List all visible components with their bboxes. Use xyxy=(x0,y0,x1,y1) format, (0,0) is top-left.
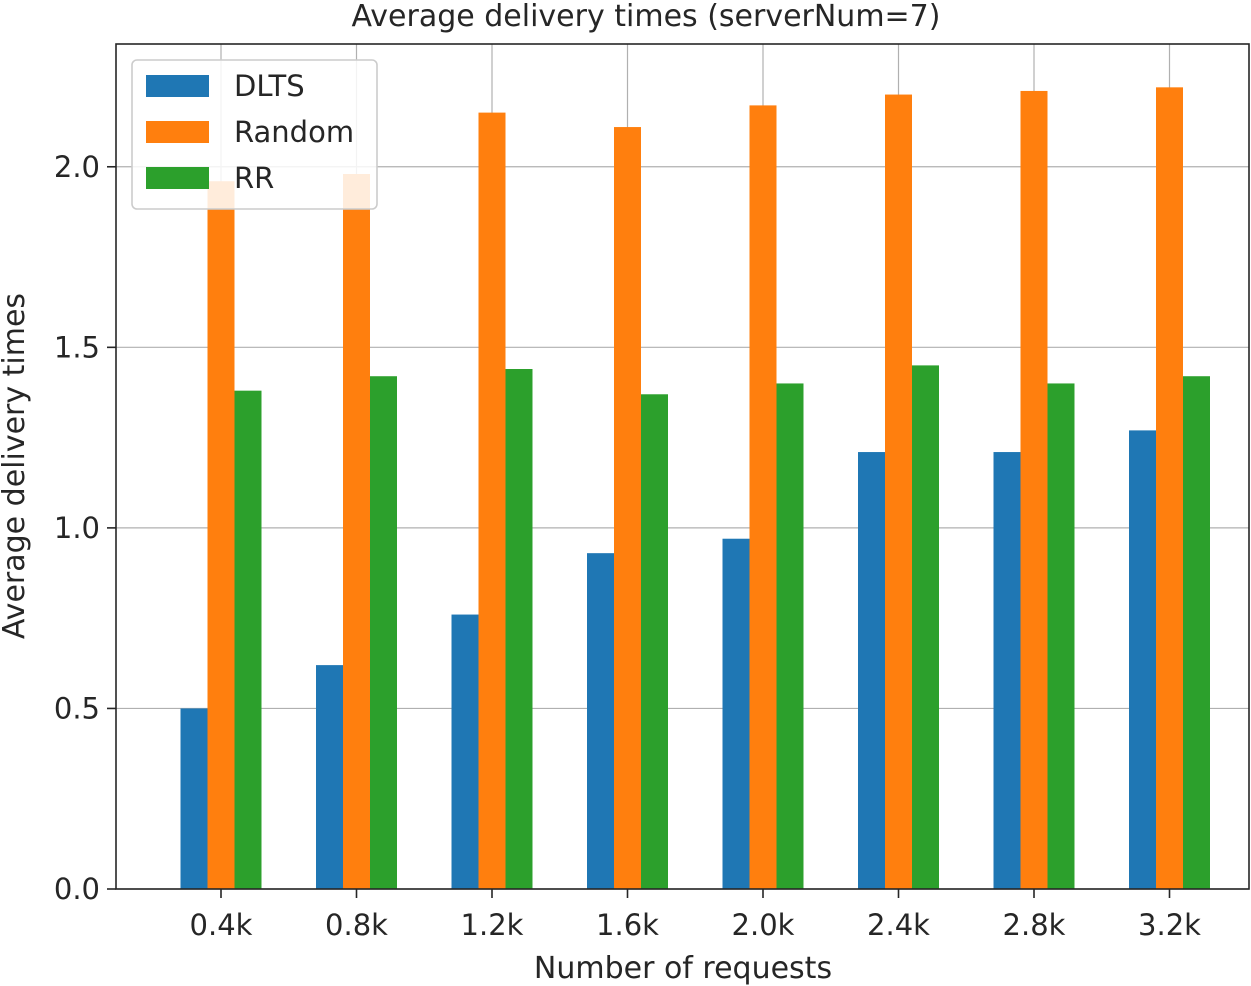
bars xyxy=(180,87,1210,890)
bar-dlts-3.2k xyxy=(1129,430,1156,889)
bar-dlts-2.0k xyxy=(722,538,750,889)
bar-dlts-0.8k xyxy=(316,665,343,889)
bar-rr-2.4k xyxy=(912,365,939,889)
y-axis: 0.0 0.5 1.0 1.5 2.0 xyxy=(54,150,116,906)
bar-random-0.4k xyxy=(207,181,235,889)
bar-rr-3.2k xyxy=(1183,376,1210,889)
x-tick-label: 3.2k xyxy=(1138,908,1201,942)
x-tick-label: 1.2k xyxy=(461,908,524,942)
y-tick-label: 2.0 xyxy=(54,150,100,184)
bar-dlts-1.2k xyxy=(451,614,479,889)
x-axis-label: Number of requests xyxy=(534,951,832,986)
bar-dlts-0.4k xyxy=(180,708,208,889)
plot-frame xyxy=(115,43,1250,890)
bar-random-1.6k xyxy=(614,127,641,890)
x-tick-label: 0.8k xyxy=(325,908,388,942)
bar-random-1.2k xyxy=(478,112,506,890)
bar-random-2.0k xyxy=(749,105,777,889)
bar-rr-1.6k xyxy=(641,394,668,889)
legend-swatch-rr xyxy=(146,167,209,189)
x-axis: 0.4k 0.8k 1.2k 1.6k 2.0k 2.4k 2.8k 3.2k xyxy=(190,889,1201,942)
legend-swatch-dlts xyxy=(146,75,209,97)
bar-random-0.8k xyxy=(343,174,370,889)
bar-rr-2.0k xyxy=(776,383,804,889)
bar-dlts-1.6k xyxy=(587,553,614,889)
bar-dlts-2.8k xyxy=(993,452,1021,889)
x-tick-label: 2.8k xyxy=(1003,908,1066,942)
y-tick-label: 1.0 xyxy=(54,511,100,545)
legend-label-random: Random xyxy=(234,115,354,149)
bar-random-2.4k xyxy=(885,94,912,890)
bar-random-2.8k xyxy=(1020,90,1048,889)
bar-rr-0.8k xyxy=(370,376,397,889)
legend-swatch-random xyxy=(146,121,209,143)
bar-rr-0.4k xyxy=(234,390,262,889)
bar-random-3.2k xyxy=(1156,87,1183,890)
x-tick-label: 1.6k xyxy=(596,908,659,942)
chart-title: Average delivery times (serverNum=7) xyxy=(352,0,941,34)
y-axis-label: Average delivery times xyxy=(0,293,32,639)
y-tick-label: 1.5 xyxy=(54,330,100,364)
x-tick-label: 2.0k xyxy=(732,908,795,942)
bar-rr-2.8k xyxy=(1047,383,1075,889)
y-tick-label: 0.5 xyxy=(54,691,100,725)
x-tick-label: 0.4k xyxy=(190,908,253,942)
bar-dlts-2.4k xyxy=(858,452,885,889)
bar-rr-1.2k xyxy=(505,369,533,889)
y-tick-label: 0.0 xyxy=(54,872,100,906)
legend-label-dlts: DLTS xyxy=(234,69,305,103)
legend: DLTS Random RR xyxy=(131,59,378,210)
legend-label-rr: RR xyxy=(234,161,274,195)
x-tick-label: 2.4k xyxy=(867,908,930,942)
